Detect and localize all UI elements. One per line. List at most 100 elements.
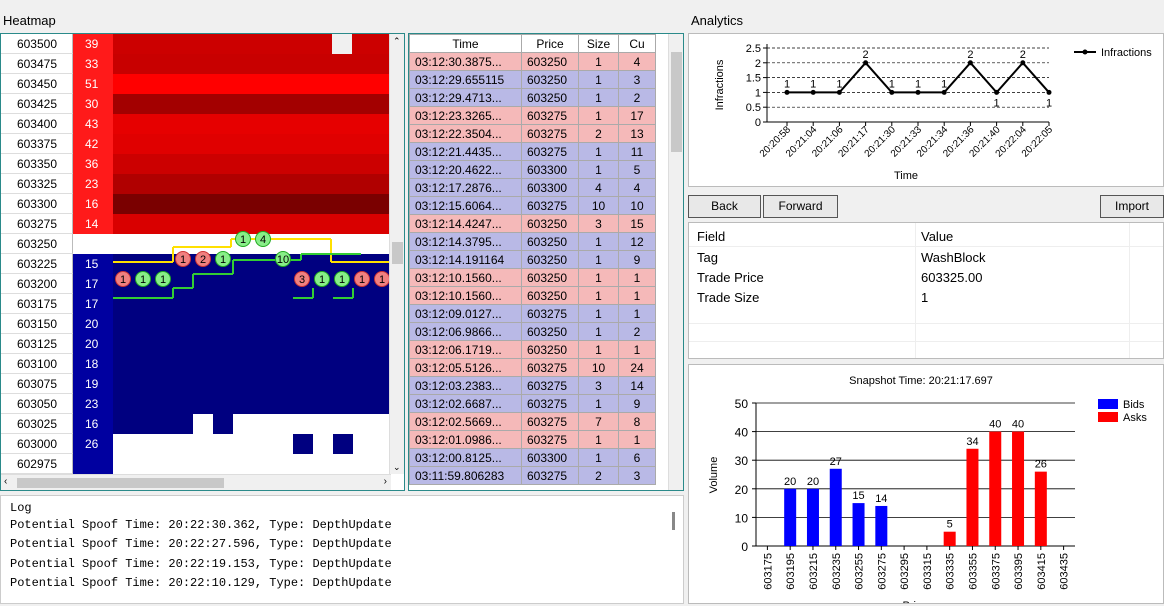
trade-row[interactable]: 03:12:02.6687... 603275 1 9: [409, 394, 656, 413]
trade-price: 603250: [521, 52, 579, 71]
fields-grid[interactable]: Field Value Tag WashBlock Trade Price 60332…: [688, 222, 1164, 359]
trade-cumulative: 1: [618, 304, 656, 323]
heatmap-volume: 36: [73, 154, 113, 174]
trade-size: 3: [578, 376, 619, 395]
data-point: [810, 89, 816, 95]
heatmap-vertical-scrollbar[interactable]: ⌃ ⌄: [389, 34, 404, 474]
forward-button[interactable]: Forward: [763, 195, 838, 218]
trade-price: 603300: [521, 448, 579, 467]
asks-bar: [943, 531, 956, 546]
trade-row[interactable]: 03:12:17.2876... 603300 4 4: [409, 178, 656, 197]
trades-column-header[interactable]: Size: [578, 34, 619, 53]
field-value: 1: [921, 290, 929, 305]
data-point: [863, 60, 869, 66]
trade-row[interactable]: 03:12:03.2383... 603275 3 14: [409, 376, 656, 395]
heatmap-row: 603000 26: [1, 434, 391, 454]
field-row[interactable]: Trade Price 603325.00: [689, 267, 1163, 287]
heatmap-price: 603400: [1, 114, 73, 134]
heatmap-depth-bar: [113, 174, 391, 194]
trade-size: 1: [578, 88, 619, 107]
trade-time: 03:12:10.1560...: [409, 286, 522, 305]
trade-row[interactable]: 03:12:15.6064... 603275 10 10: [409, 196, 656, 215]
log-entry: Potential Spoof Time: 20:22:19.153, Type…: [10, 556, 392, 571]
trades-scroll-thumb[interactable]: [671, 52, 682, 152]
field-name: Trade Price: [697, 270, 764, 285]
legend-label: Bids: [1123, 399, 1145, 411]
field-row[interactable]: Tag WashBlock: [689, 247, 1163, 267]
trade-row[interactable]: 03:12:06.9866... 603250 1 2: [409, 322, 656, 341]
log-panel[interactable]: Log Potential Spoof Time: 20:22:30.362, …: [0, 495, 684, 604]
chart-title: Snapshot Time: 20:21:17.697: [849, 375, 993, 387]
trade-price: 603275: [521, 376, 579, 395]
x-tick-label: 603235: [831, 553, 843, 590]
heatmap-depth-bar: [113, 434, 391, 454]
trades-column-header[interactable]: Time: [409, 34, 522, 53]
trade-row[interactable]: 03:12:02.5669... 603275 7 8: [409, 412, 656, 431]
scroll-down-icon[interactable]: ⌄: [393, 462, 401, 472]
trade-row[interactable]: 03:12:10.1560... 603250 1 1: [409, 286, 656, 305]
trade-row[interactable]: 03:12:21.4435... 603275 1 11: [409, 142, 656, 161]
trade-cumulative: 17: [618, 106, 656, 125]
trade-size: 10: [578, 196, 619, 215]
heatmap-volume: 17: [73, 274, 113, 294]
trade-cumulative: 13: [618, 124, 656, 143]
trade-row[interactable]: 03:12:09.0127... 603275 1 1: [409, 304, 656, 323]
field-value: 603325.00: [921, 270, 983, 285]
x-tick-label: 603295: [899, 553, 911, 590]
trade-row[interactable]: 03:12:00.8125... 603300 1 6: [409, 448, 656, 467]
trade-row[interactable]: 03:12:20.4622... 603300 1 5: [409, 160, 656, 179]
scroll-thumb[interactable]: [392, 242, 403, 264]
heatmap-volume: 20: [73, 314, 113, 334]
trades-panel[interactable]: Time Price Size Cu 03:12:30.3875... 603250 1 4…: [408, 33, 684, 491]
heatmap-title: Heatmap: [3, 13, 56, 28]
trade-row[interactable]: 03:12:14.191164 603250 1 9: [409, 250, 656, 269]
trade-row[interactable]: 03:12:06.1719... 603250 1 1: [409, 340, 656, 359]
trades-scrollbar[interactable]: [668, 34, 683, 490]
trade-row[interactable]: 03:11:59.806283 603275 2 3: [409, 466, 656, 485]
back-button[interactable]: Back: [688, 195, 761, 218]
x-tick-label: 603255: [854, 553, 866, 590]
trade-time: 03:12:29.4713...: [409, 88, 522, 107]
x-axis-label: Time: [894, 170, 918, 182]
asks-bar: [966, 448, 979, 546]
trade-size: 2: [578, 466, 619, 485]
hscroll-thumb[interactable]: [17, 478, 224, 488]
trade-row[interactable]: 03:12:30.3875... 603250 1 4: [409, 52, 656, 71]
scroll-left-icon[interactable]: ‹: [4, 476, 8, 487]
heatmap-panel[interactable]: 603500 39 603475 33 603450 51 603425 30 603400 43…: [0, 33, 405, 491]
heatmap-horizontal-scrollbar[interactable]: ‹ ›: [1, 474, 391, 490]
log-scroll-thumb[interactable]: [672, 512, 675, 530]
trade-row[interactable]: 03:12:01.0986... 603275 1 1: [409, 430, 656, 449]
trade-row[interactable]: 03:12:29.655115 603250 1 3: [409, 70, 656, 89]
trade-row[interactable]: 03:12:10.1560... 603250 1 1: [409, 268, 656, 287]
scroll-right-icon[interactable]: ›: [383, 476, 387, 487]
trade-row[interactable]: 03:12:14.4247... 603250 3 15: [409, 214, 656, 233]
trade-time: 03:11:59.806283: [409, 466, 522, 485]
heatmap-depth-bar: [113, 354, 391, 374]
heatmap-price: 603125: [1, 334, 73, 354]
trade-row[interactable]: 03:12:29.4713... 603250 1 2: [409, 88, 656, 107]
legend-swatch: [1098, 399, 1118, 409]
data-label: 1: [810, 78, 816, 90]
trade-time: 03:12:02.5669...: [409, 412, 522, 431]
trade-time: 03:12:15.6064...: [409, 196, 522, 215]
trades-table: Time Price Size Cu 03:12:30.3875... 603250 1 4…: [409, 34, 656, 485]
trade-price: 603275: [521, 430, 579, 449]
import-button[interactable]: Import: [1100, 195, 1164, 218]
data-point: [1020, 60, 1026, 66]
trade-price: 603250: [521, 340, 579, 359]
trade-row[interactable]: 03:12:22.3504... 603275 2 13: [409, 124, 656, 143]
trades-column-header[interactable]: Price: [521, 34, 579, 53]
trade-row[interactable]: 03:12:05.5126... 603275 10 24: [409, 358, 656, 377]
heatmap-row: 602975: [1, 454, 391, 474]
trade-price: 603250: [521, 322, 579, 341]
heatmap-depth-bar: [113, 94, 391, 114]
trade-cumulative: 15: [618, 214, 656, 233]
trade-row[interactable]: 03:12:23.3265... 603275 1 17: [409, 106, 656, 125]
scroll-up-icon[interactable]: ⌃: [393, 36, 401, 46]
trade-cumulative: 3: [618, 70, 656, 89]
trade-row[interactable]: 03:12:14.3795... 603250 1 12: [409, 232, 656, 251]
field-row[interactable]: Trade Size 1: [689, 287, 1163, 307]
legend-marker: [1082, 49, 1088, 55]
trades-column-header[interactable]: Cu: [618, 34, 656, 53]
